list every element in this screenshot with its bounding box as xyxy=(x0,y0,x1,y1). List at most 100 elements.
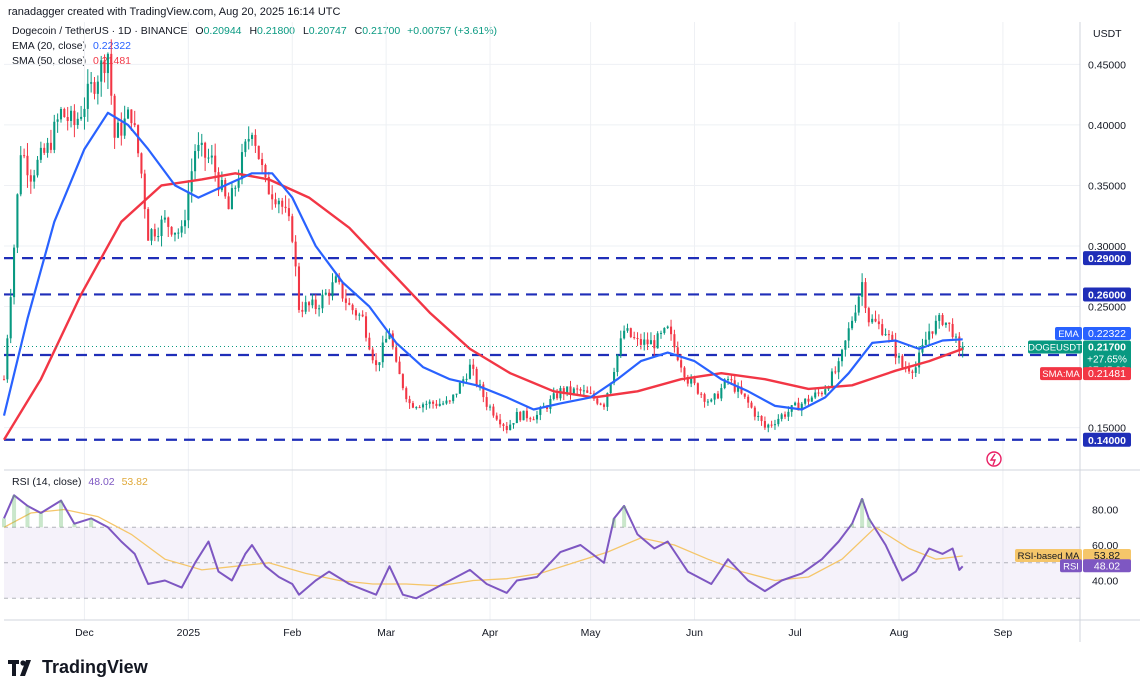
candle-body xyxy=(93,82,96,94)
candle-body xyxy=(747,396,750,403)
time-tick-label: Sep xyxy=(994,627,1013,639)
price-tick-label: 0.30000 xyxy=(1088,241,1126,253)
candle-body xyxy=(572,388,575,394)
candle-body xyxy=(465,378,468,380)
candle-body xyxy=(502,424,505,426)
rsi-tick-label: 80.00 xyxy=(1092,505,1118,517)
candle-body xyxy=(385,338,388,343)
candle-body xyxy=(633,337,636,339)
candle-body xyxy=(351,304,354,311)
candle-body xyxy=(116,122,120,138)
candle-body xyxy=(364,316,368,338)
candle-body xyxy=(693,378,696,384)
candle-body xyxy=(931,331,934,334)
candle-body xyxy=(328,292,331,297)
candle-body xyxy=(716,393,720,399)
candle-body xyxy=(482,384,485,398)
candle-body xyxy=(519,411,522,421)
price-tick-label: 0.35000 xyxy=(1088,180,1126,192)
candle-body xyxy=(307,302,311,306)
candle-body xyxy=(834,371,837,373)
candle-body xyxy=(435,403,438,406)
candle-body xyxy=(653,340,656,349)
candle-body xyxy=(66,117,69,121)
candle-body xyxy=(63,108,66,118)
candle-body xyxy=(894,340,897,358)
candle-body xyxy=(495,415,498,420)
candle-body xyxy=(46,142,49,153)
candle-body xyxy=(830,371,833,388)
candle-body xyxy=(254,134,257,146)
candle-body xyxy=(720,388,723,399)
candle-body xyxy=(401,374,404,389)
ema-name-label: EMA xyxy=(1058,329,1079,340)
rsi-band xyxy=(4,526,1080,599)
candle-body xyxy=(2,379,6,381)
tradingview-logo-text: TradingView xyxy=(42,657,148,677)
candle-body xyxy=(425,403,428,405)
candle-body xyxy=(331,282,334,297)
candle-body xyxy=(851,320,854,329)
candle-body xyxy=(730,379,733,381)
rsi-legend[interactable]: RSI (14, close) 48.02 53.82 xyxy=(12,476,148,488)
rsi-ma-name-label: RSI-based MA xyxy=(1018,551,1080,562)
candle-body xyxy=(613,372,616,383)
rsi-value-label: 48.02 xyxy=(1094,560,1120,572)
time-tick-label: Mar xyxy=(377,627,396,639)
candle-body xyxy=(237,179,240,188)
candle-body xyxy=(908,368,911,372)
candle-body xyxy=(59,108,63,120)
candle-body xyxy=(589,392,592,394)
candle-body xyxy=(539,407,542,415)
grid xyxy=(4,22,1140,642)
candle-body xyxy=(170,226,173,235)
candle-body xyxy=(810,397,813,402)
rsi-name-badge xyxy=(1060,559,1082,573)
candle-body xyxy=(639,339,642,345)
candle-body xyxy=(673,334,676,348)
tradingview-logo[interactable]: TradingView xyxy=(8,657,148,678)
candle-body xyxy=(928,331,931,340)
candle-body xyxy=(938,315,941,321)
candle-body xyxy=(130,109,133,124)
candle-body xyxy=(844,340,847,350)
candle-body xyxy=(512,423,515,425)
candle-body xyxy=(194,151,197,172)
candle-body xyxy=(157,236,160,238)
candle-body xyxy=(556,393,559,399)
candle-body xyxy=(884,334,887,336)
candle-body xyxy=(224,180,227,197)
candle-body xyxy=(73,110,76,125)
time-tick-label: Jun xyxy=(686,627,703,639)
candle-body xyxy=(472,364,475,369)
candle-body xyxy=(418,407,421,409)
candle-body xyxy=(277,200,280,205)
candle-body xyxy=(958,336,961,350)
flash-icon-bolt xyxy=(989,453,997,466)
candle-body xyxy=(311,299,314,306)
price-tick-label: 0.45000 xyxy=(1088,59,1126,71)
candle-body xyxy=(29,175,32,182)
candle-body xyxy=(485,397,488,407)
candle-body xyxy=(378,362,381,366)
sma50-line xyxy=(2,172,964,441)
ema20-line xyxy=(2,111,963,416)
candle-body xyxy=(375,360,378,366)
rsi-value-badge xyxy=(1083,559,1131,573)
candle-body xyxy=(291,216,294,242)
time-tick-label: May xyxy=(581,627,602,639)
candle-body xyxy=(760,415,763,422)
candle-body xyxy=(83,108,86,117)
candle-body xyxy=(854,312,857,321)
candle-body xyxy=(609,382,612,394)
candle-body xyxy=(217,172,220,191)
candle-body xyxy=(445,400,448,404)
candle-body xyxy=(163,217,166,220)
candle-body xyxy=(750,402,753,408)
rsi-legend-label: RSI (14, close) xyxy=(12,476,82,488)
ema-legend[interactable]: EMA (20, close) 0.22322 xyxy=(12,40,131,52)
candle-body xyxy=(371,349,374,361)
candle-body xyxy=(143,173,146,210)
candle-body xyxy=(358,314,361,316)
